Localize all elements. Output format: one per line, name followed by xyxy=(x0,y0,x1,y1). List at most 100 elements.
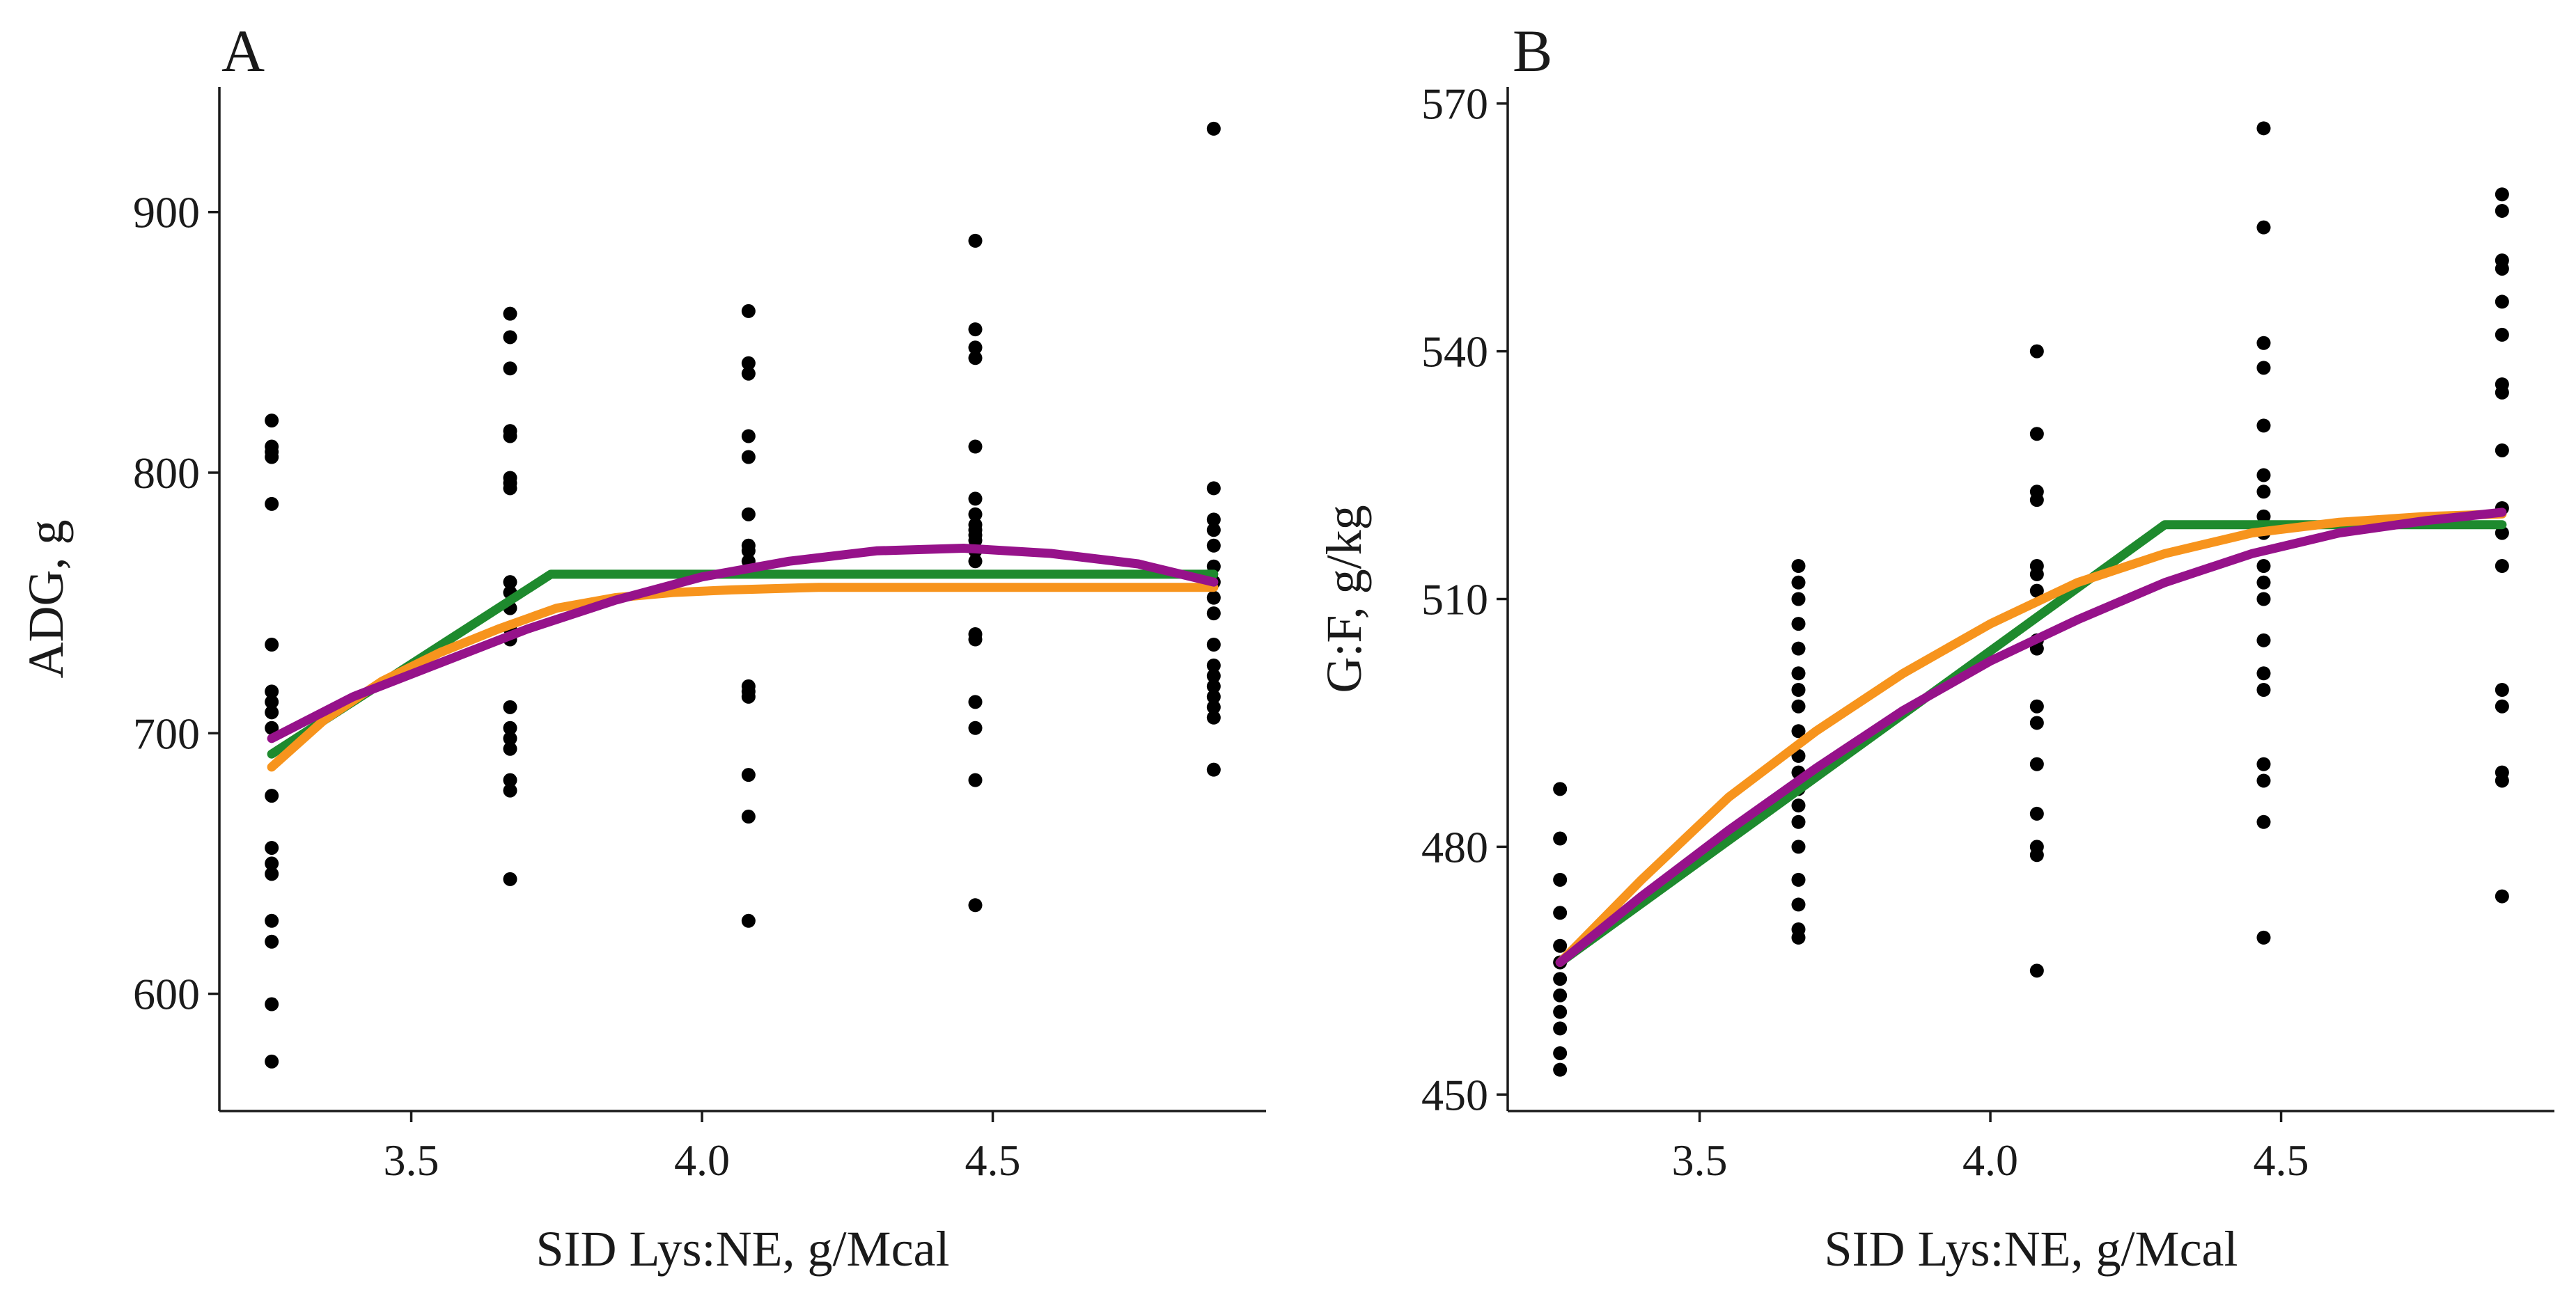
data-point xyxy=(1553,1005,1568,1019)
data-point xyxy=(1206,481,1221,496)
y-axis-title: G:F, g/kg xyxy=(1316,505,1372,693)
data-point xyxy=(2029,963,2044,978)
data-point xyxy=(265,997,279,1011)
panel-label: A xyxy=(221,17,265,84)
data-point xyxy=(2256,361,2271,375)
data-point xyxy=(503,481,517,496)
fit-line-exponential xyxy=(1555,509,2507,967)
data-point xyxy=(968,340,983,355)
data-point xyxy=(1791,724,1806,739)
y-tick-label: 700 xyxy=(133,709,200,758)
data-point xyxy=(2256,336,2271,350)
data-point xyxy=(1206,523,1221,537)
data-point xyxy=(1206,590,1221,605)
data-point xyxy=(503,330,517,345)
x-tick-label: 4.0 xyxy=(674,1135,730,1185)
data-point xyxy=(1206,638,1221,652)
data-point xyxy=(265,496,279,511)
data-point xyxy=(968,898,983,913)
data-point xyxy=(741,366,756,381)
data-point xyxy=(1206,679,1221,693)
data-point xyxy=(968,554,983,569)
data-point xyxy=(2256,559,2271,574)
y-tick-label: 570 xyxy=(1421,79,1488,129)
data-point xyxy=(968,773,983,787)
data-point xyxy=(1206,700,1221,714)
data-point xyxy=(2256,814,2271,829)
data-point xyxy=(741,689,756,704)
data-point xyxy=(503,741,517,756)
fit-line-quadratic xyxy=(267,544,1219,743)
data-point xyxy=(2495,699,2509,714)
data-point xyxy=(1791,897,1806,912)
data-point xyxy=(2495,294,2509,309)
data-point xyxy=(1791,930,1806,945)
data-point xyxy=(265,840,279,855)
data-point xyxy=(741,768,756,782)
data-point xyxy=(1553,782,1568,796)
data-point xyxy=(503,429,517,443)
data-point xyxy=(503,306,517,321)
data-point xyxy=(265,1054,279,1069)
data-point xyxy=(2495,385,2509,400)
data-point xyxy=(2256,418,2271,433)
x-tick-label: 4.0 xyxy=(1962,1135,2018,1185)
data-point xyxy=(1206,689,1221,704)
data-point xyxy=(265,638,279,652)
data-point xyxy=(2495,526,2509,540)
data-point xyxy=(2256,220,2271,235)
data-point xyxy=(968,533,983,548)
data-point xyxy=(1553,1046,1568,1060)
panel-b-gf-chart: 450 480 510 540 570 3.5 4.0 4.5 SID Lys:NE, g/Mc… xyxy=(1316,17,2554,1277)
data-point xyxy=(503,575,517,590)
data-point xyxy=(1791,666,1806,681)
data-point xyxy=(1206,658,1221,672)
y-axis-title: ADG, g xyxy=(18,520,74,679)
data-point xyxy=(968,507,983,521)
data-point xyxy=(1791,798,1806,813)
y-tick-label: 900 xyxy=(133,188,200,237)
x-axis-title: SID Lys:NE, g/Mcal xyxy=(536,1221,950,1277)
data-point xyxy=(2029,493,2044,507)
x-tick-label: 3.5 xyxy=(384,1135,439,1185)
data-point xyxy=(2256,509,2271,523)
data-point xyxy=(741,356,756,370)
data-point xyxy=(741,429,756,443)
y-tick-label: 600 xyxy=(133,970,200,1019)
data-point xyxy=(1791,575,1806,590)
data-point xyxy=(968,632,983,647)
data-point xyxy=(2495,773,2509,788)
x-tick-label: 3.5 xyxy=(1672,1135,1728,1185)
data-point xyxy=(265,789,279,803)
panel-label: B xyxy=(1513,17,1552,84)
data-point xyxy=(265,934,279,949)
data-point xyxy=(1553,972,1568,986)
data-point xyxy=(968,322,983,337)
data-point xyxy=(2029,583,2044,598)
data-point xyxy=(1553,906,1568,920)
data-point xyxy=(1791,840,1806,854)
data-point xyxy=(1791,682,1806,697)
panel-a-adg-chart: 600 700 800 900 3.5 4.0 4.5 SID Lys:NE, g/Mcal A… xyxy=(18,17,1266,1277)
data-point xyxy=(2256,575,2271,590)
data-point xyxy=(503,773,517,787)
data-point xyxy=(2029,427,2044,441)
data-point xyxy=(265,695,279,709)
data-point xyxy=(2256,773,2271,788)
data-point xyxy=(2029,699,2044,714)
data-point xyxy=(2256,121,2271,136)
data-point xyxy=(503,700,517,714)
data-point xyxy=(1791,641,1806,656)
data-point xyxy=(1553,831,1568,846)
data-point xyxy=(265,705,279,720)
data-point xyxy=(741,450,756,464)
y-tick-label: 450 xyxy=(1421,1070,1488,1119)
data-point xyxy=(2495,559,2509,574)
data-point xyxy=(1206,538,1221,553)
data-point xyxy=(1791,617,1806,631)
data-point xyxy=(503,731,517,746)
data-point xyxy=(1791,592,1806,606)
data-point xyxy=(2495,682,2509,697)
data-point xyxy=(968,695,983,709)
data-point xyxy=(2495,187,2509,202)
